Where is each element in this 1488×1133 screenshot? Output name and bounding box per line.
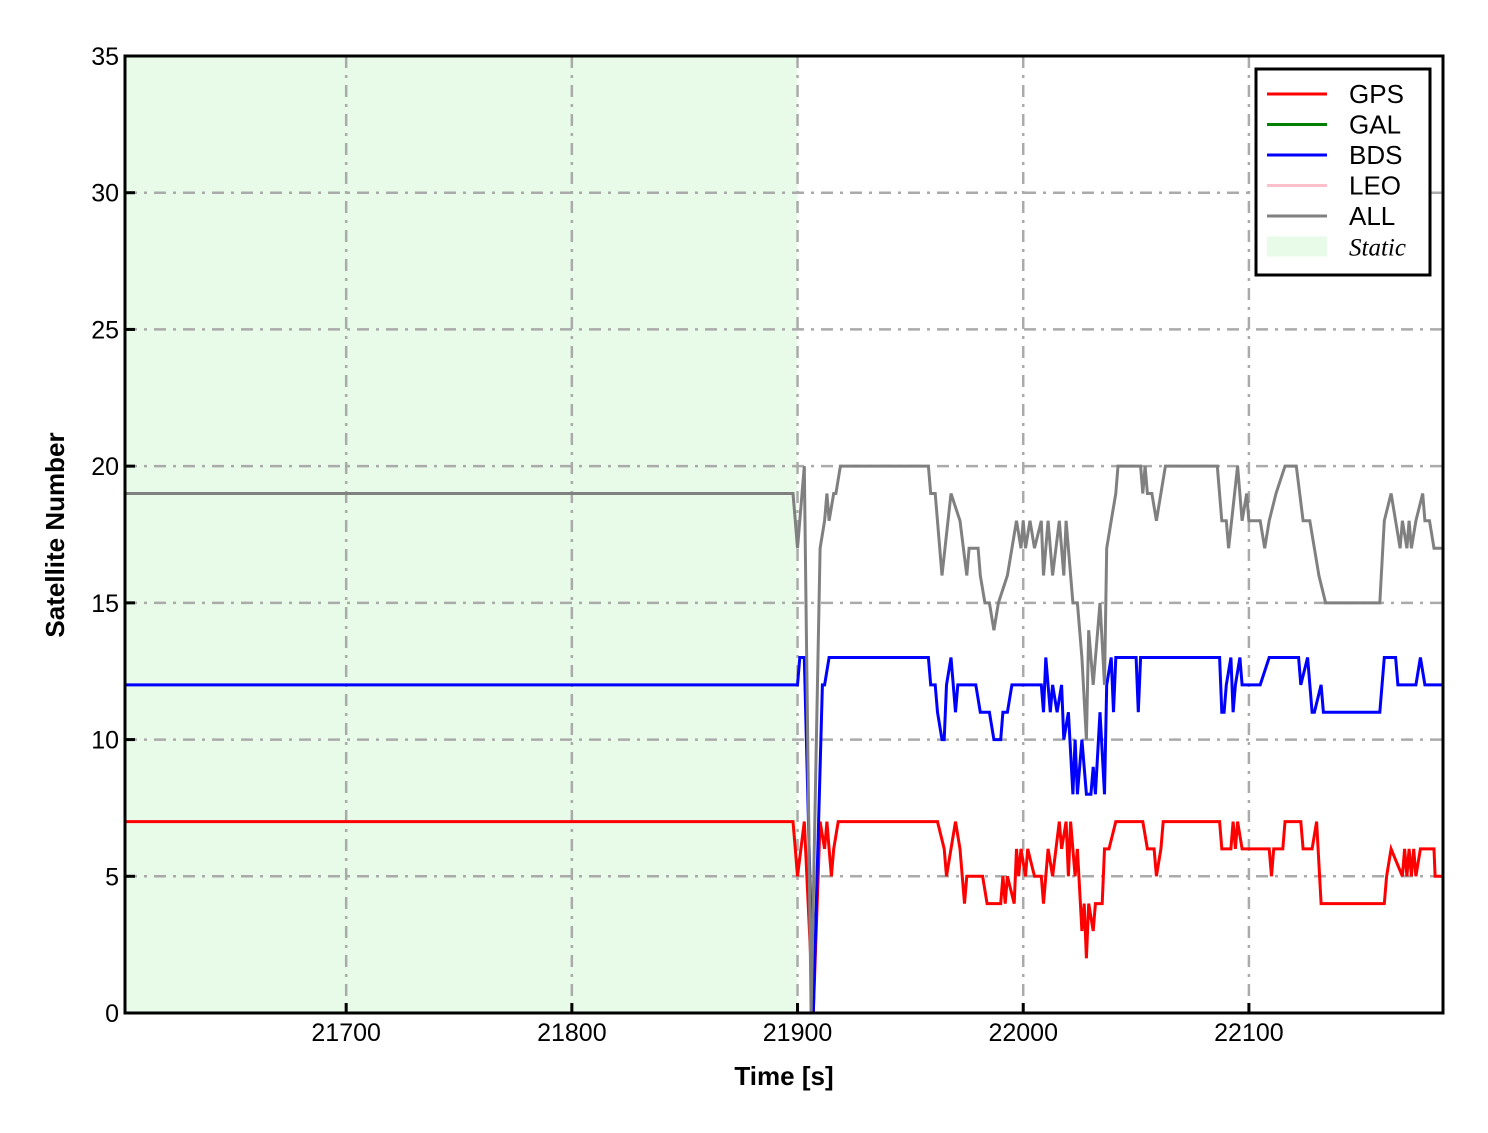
static-region — [125, 56, 798, 1013]
x-tick-label: 21900 — [763, 1019, 833, 1047]
legend-label-gps: GPS — [1349, 79, 1404, 109]
legend-label-leo: LEO — [1349, 171, 1401, 201]
x-tick-label: 21800 — [537, 1019, 607, 1047]
y-tick-label: 30 — [91, 180, 119, 208]
series-line-gps — [125, 820, 1443, 1014]
series-line-all — [125, 464, 1443, 1014]
legend-label-all: ALL — [1349, 201, 1395, 231]
legend-swatch-static — [1267, 236, 1327, 257]
x-axis-label: Time [s] — [734, 1061, 833, 1091]
y-tick-label: 20 — [91, 453, 119, 481]
legend-label-bds: BDS — [1349, 140, 1402, 170]
y-tick-label: 25 — [91, 316, 119, 344]
y-tick-label: 10 — [91, 727, 119, 755]
x-tick-label: 21700 — [311, 1019, 381, 1047]
y-tick-label: 0 — [105, 1000, 119, 1028]
y-axis-label: Satellite Number — [40, 432, 70, 637]
x-tick-label: 22000 — [988, 1019, 1058, 1047]
y-tick-label: 35 — [91, 43, 119, 71]
y-tick-label: 15 — [91, 590, 119, 618]
legend-label-static: Static — [1349, 235, 1406, 262]
y-tick-label: 5 — [105, 863, 119, 891]
x-tick-label: 22100 — [1214, 1019, 1284, 1047]
series-line-bds — [125, 656, 1443, 1014]
legend-label-gal: GAL — [1349, 110, 1401, 140]
plot-frame — [123, 54, 1445, 1015]
